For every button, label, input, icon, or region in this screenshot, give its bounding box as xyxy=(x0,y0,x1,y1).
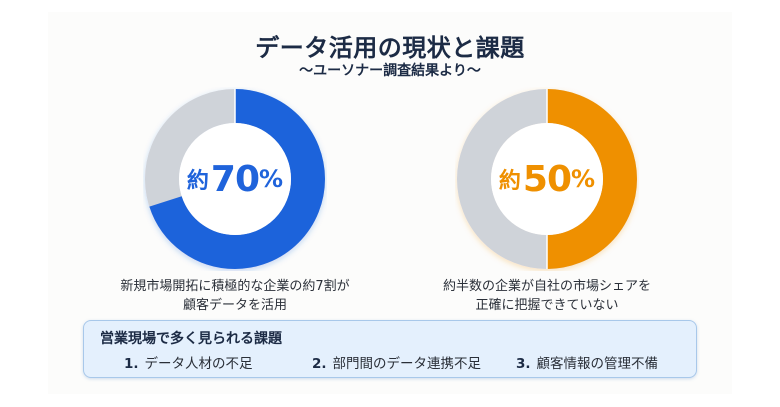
donut-caption-50: 約半数の企業が自社の市場シェアを 正確に把握できていない xyxy=(397,277,697,315)
issue-item: 1. データ人材の不足 xyxy=(124,352,253,372)
donut-caption-70: 新規市場開拓に積極的な企業の約7割が 顧客データを活用 xyxy=(85,277,385,315)
percent-unit: % xyxy=(259,165,284,193)
issue-item: 2. 部門間のデータ連携不足 xyxy=(312,352,481,372)
donut-svg xyxy=(457,89,637,269)
caption-line: 正確に把握できていない xyxy=(475,298,619,313)
issues-title: 営業現場で多く見られる課題 xyxy=(100,331,282,347)
donut-chart-70: 約 70 % xyxy=(143,87,327,271)
issue-number: 1. xyxy=(124,356,139,372)
page-subtitle: 〜ユーソナー調査結果より〜 xyxy=(299,63,481,79)
percent-value: 50 xyxy=(522,158,572,200)
page-title: データ活用の現状と課題 xyxy=(255,34,525,62)
caption-line: 約半数の企業が自社の市場シェアを xyxy=(442,279,651,294)
issue-label: 部門間のデータ連携不足 xyxy=(332,356,482,372)
issue-number: 2. xyxy=(312,356,327,372)
donut-chart-50: 約 50 % xyxy=(455,87,639,271)
issue-item: 3. 顧客情報の管理不備 xyxy=(516,352,658,372)
issue-number: 3. xyxy=(516,356,531,372)
issue-label: データ人材の不足 xyxy=(144,356,253,372)
approx-prefix: 約 xyxy=(186,169,209,194)
issues-panel: 営業現場で多く見られる課題 1. データ人材の不足 2. 部門間のデータ連携不足 3… xyxy=(83,320,697,378)
donut-center-label: 約 70 % xyxy=(143,87,327,271)
issue-label: 顧客情報の管理不備 xyxy=(536,356,659,372)
caption-line: 新規市場開拓に積極的な企業の約7割が xyxy=(120,279,350,294)
donut-svg xyxy=(145,89,325,269)
approx-prefix: 約 xyxy=(498,169,521,194)
percent-unit: % xyxy=(571,165,596,193)
caption-line: 顧客データを活用 xyxy=(182,298,287,313)
percent-value: 70 xyxy=(210,158,260,200)
donut-center-label: 約 50 % xyxy=(455,87,639,271)
